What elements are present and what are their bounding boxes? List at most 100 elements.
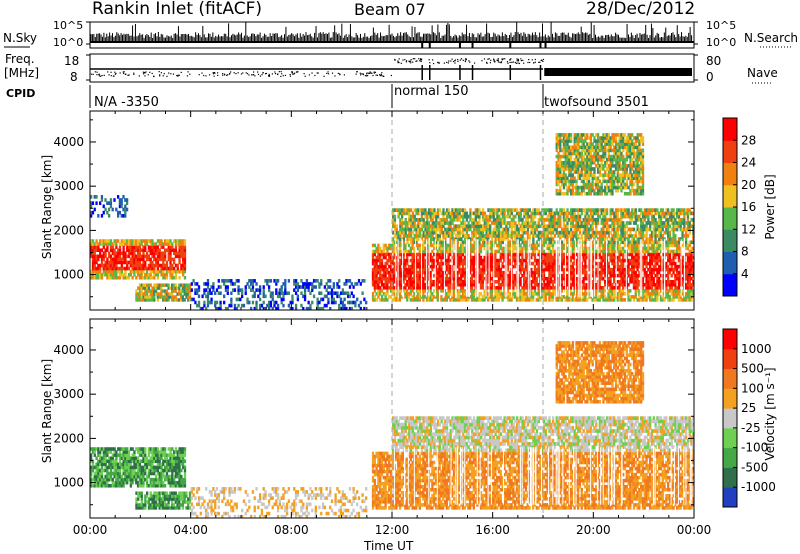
data-cell — [665, 261, 668, 266]
data-cell — [483, 292, 486, 296]
data-cell — [487, 255, 490, 260]
data-cell — [174, 272, 178, 277]
nave-dot — [432, 59, 434, 61]
data-cell — [569, 264, 573, 269]
data-cell — [440, 217, 443, 222]
data-cell — [629, 243, 632, 248]
data-cell — [654, 292, 657, 296]
data-cell — [393, 289, 396, 293]
data-cell — [258, 306, 262, 311]
data-cell — [406, 273, 409, 278]
data-cell — [158, 263, 161, 268]
data-cell — [100, 275, 104, 280]
data-cell — [109, 260, 113, 265]
data-cell — [377, 279, 380, 284]
data-cell — [465, 227, 468, 232]
data-cell — [467, 298, 470, 302]
data-cell — [591, 249, 594, 254]
data-cell — [649, 246, 652, 251]
data-cell — [380, 283, 384, 287]
data-cell — [611, 273, 614, 278]
data-cell — [151, 260, 154, 265]
data-cell — [356, 282, 359, 286]
data-cell — [330, 297, 334, 302]
data-cell — [640, 249, 643, 254]
data-cell — [149, 266, 152, 271]
data-cell — [458, 249, 461, 254]
nave-dot — [517, 62, 519, 64]
data-cell — [122, 242, 125, 246]
data-cell — [670, 279, 673, 284]
nave-dot — [397, 60, 399, 62]
nave-dot — [374, 71, 377, 73]
data-cell — [478, 249, 481, 254]
data-cell — [515, 298, 519, 302]
data-cell — [183, 283, 186, 287]
data-cell — [595, 273, 598, 278]
data-cell — [406, 279, 409, 284]
data-cell — [309, 291, 312, 296]
data-cell — [542, 249, 546, 254]
data-cell — [402, 258, 405, 263]
data-cell — [456, 234, 460, 238]
data-cell — [506, 258, 510, 263]
data-cell — [97, 272, 100, 277]
nave-dot — [327, 71, 329, 73]
data-cell — [623, 298, 627, 302]
data-cell — [611, 249, 614, 254]
data-cell — [438, 276, 441, 281]
data-cell — [647, 289, 650, 293]
data-cell — [408, 234, 411, 238]
data-cell — [692, 264, 695, 269]
data-cell — [427, 295, 430, 299]
data-cell — [458, 217, 461, 222]
data-cell — [463, 227, 467, 232]
data-cell — [99, 239, 102, 243]
data-cell — [595, 289, 598, 293]
data-cell — [442, 230, 445, 235]
nave-dot — [531, 59, 533, 61]
data-cell — [622, 276, 625, 281]
data-cell — [524, 243, 528, 248]
data-cell — [631, 261, 634, 266]
data-cell — [632, 249, 636, 254]
data-cell — [586, 264, 589, 269]
data-cell — [438, 217, 442, 222]
nave-dot — [284, 74, 287, 76]
nave-dot — [502, 58, 504, 60]
data-cell — [97, 257, 100, 262]
data-cell — [210, 291, 213, 296]
data-cell — [201, 294, 204, 299]
data-cell — [442, 214, 445, 219]
data-cell — [138, 260, 142, 265]
data-cell — [526, 243, 529, 248]
data-cell — [479, 267, 483, 272]
data-cell — [490, 276, 493, 281]
data-cell — [453, 217, 456, 222]
data-cell — [508, 261, 511, 266]
data-cell — [400, 214, 404, 219]
data-cell — [643, 252, 646, 257]
data-cell — [169, 269, 172, 274]
data-cell — [408, 227, 411, 232]
data-cell — [686, 261, 690, 266]
data-cell — [598, 249, 601, 254]
data-cell — [469, 289, 472, 293]
data-cell — [544, 292, 547, 296]
data-cell — [126, 266, 129, 271]
data-cell — [550, 298, 553, 302]
data-cell — [311, 300, 314, 305]
data-cell — [329, 291, 332, 296]
data-cell — [595, 255, 598, 260]
data-cell — [149, 289, 152, 293]
data-cell — [429, 237, 433, 241]
data-cell — [99, 275, 102, 280]
data-cell — [478, 276, 481, 281]
data-cell — [443, 255, 447, 260]
data-cell — [426, 221, 429, 225]
data-cell — [452, 295, 456, 299]
nave-dot — [410, 59, 412, 61]
data-cell — [391, 283, 394, 287]
data-cell — [136, 263, 140, 268]
data-cell — [571, 243, 574, 248]
